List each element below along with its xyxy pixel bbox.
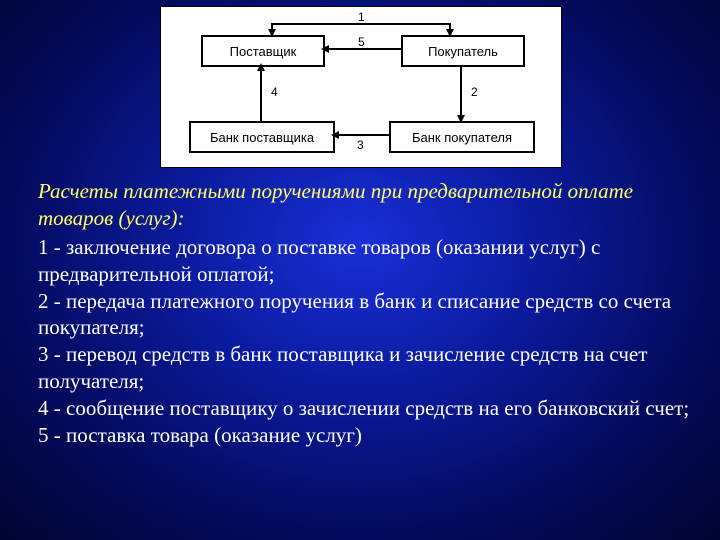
text-item-4: 4 - сообщение поставщику о зачислении ср…	[38, 395, 690, 422]
edge-5-arrow	[321, 45, 329, 53]
edge-3-line	[333, 134, 389, 136]
edge-2-line	[460, 65, 462, 121]
node-bank-buyer: Банк покупателя	[389, 121, 535, 153]
edge-4-line	[260, 65, 262, 121]
text-item-2: 2 - передача платежного поручения в банк…	[38, 288, 690, 342]
edge-4-arrow	[257, 63, 265, 71]
node-buyer: Покупатель	[401, 35, 525, 67]
text-item-3: 3 - перевод средств в банк поставщика и …	[38, 341, 690, 395]
edge-1-arrow-left	[268, 29, 276, 37]
edge-3-arrow	[331, 131, 339, 139]
node-supplier-label: Поставщик	[230, 44, 297, 59]
edge-2-arrow	[457, 115, 465, 123]
edge-4-label: 4	[271, 85, 278, 99]
edge-3-label: 3	[357, 138, 364, 152]
edge-2-label: 2	[471, 85, 478, 99]
text-item-1: 1 - заключение договора о поставке товар…	[38, 234, 690, 288]
edge-1-label: 1	[358, 10, 365, 24]
node-buyer-label: Покупатель	[428, 44, 498, 59]
text-item-5: 5 - поставка товара (оказание услуг)	[38, 422, 690, 449]
node-bank-buyer-label: Банк покупателя	[412, 130, 512, 145]
text-title: Расчеты платежными поручениями при предв…	[38, 178, 690, 232]
edge-5-label: 5	[358, 35, 365, 49]
node-bank-supplier: Банк поставщика	[189, 121, 335, 153]
edge-1-arrow-right	[446, 29, 454, 37]
diagram-panel: Поставщик Покупатель Банк поставщика Бан…	[160, 6, 562, 168]
text-block: Расчеты платежными поручениями при предв…	[38, 178, 690, 449]
node-bank-supplier-label: Банк поставщика	[210, 130, 314, 145]
